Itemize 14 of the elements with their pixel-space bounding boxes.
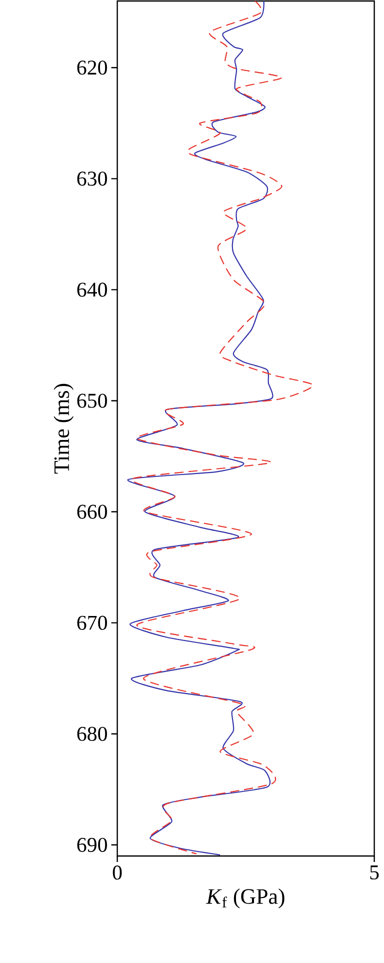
y-tick-label: 620 [77,60,107,75]
y-tick-label: 630 [77,172,107,186]
line-series [128,1,272,856]
y-tick-label: 660 [77,504,107,519]
y-tick-label: 670 [77,616,107,630]
line-series [132,1,314,854]
y-tick-label: 680 [77,726,107,741]
x-axis-title: K$_{f}$ (GPa) [206,888,284,908]
y-tick-label: 690 [77,838,107,852]
y-tick-label: 640 [77,282,107,297]
y-axis-title: Time (ms) [54,384,74,474]
x-tick-label: 0 [112,866,122,880]
x-tick-label: 5 [370,866,379,880]
y-tick-label: 650 [77,394,107,408]
